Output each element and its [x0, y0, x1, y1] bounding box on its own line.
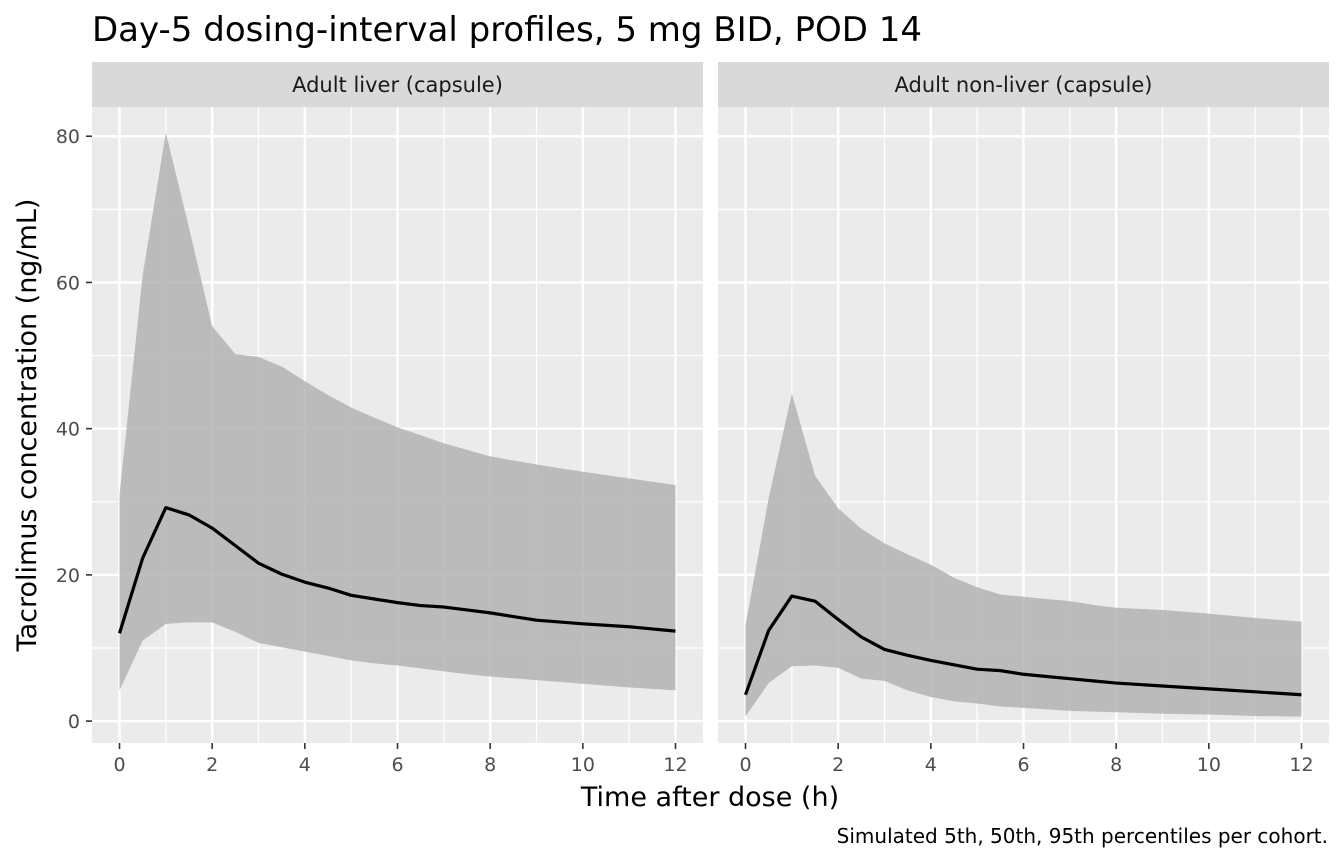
x-tick-label: 2 [832, 754, 844, 776]
strip-label: Adult non-liver (capsule) [895, 73, 1153, 97]
median-line [743, 594, 1302, 697]
x-tick-label: 0 [739, 754, 751, 776]
y-tick-label: 40 [56, 419, 80, 441]
y-tick-label: 0 [68, 711, 80, 733]
x-axis-left: 0 2 4 6 8 10 12 [113, 743, 688, 776]
percentile-ribbon [745, 393, 1302, 717]
x-tick-label: 6 [1017, 754, 1029, 776]
x-tick-label: 10 [571, 754, 595, 776]
x-axis-right: 0 2 4 6 8 10 12 [739, 743, 1314, 776]
x-axis-title: Time after dose (h) [580, 782, 839, 813]
median-line [117, 506, 676, 634]
y-tick-label: 20 [56, 565, 80, 587]
chart-title: Day-5 dosing-interval profiles, 5 mg BID… [92, 10, 922, 50]
x-tick-label: 2 [206, 754, 218, 776]
strip-background [92, 62, 703, 107]
x-tick-label: 10 [1197, 754, 1221, 776]
y-tick-label: 60 [56, 272, 80, 294]
x-tick-label: 12 [663, 754, 687, 776]
facet-adult-non-liver: Adult non-liver (capsule) [718, 62, 1329, 743]
x-tick-label: 8 [484, 754, 496, 776]
strip-background [718, 62, 1329, 107]
x-tick-label: 4 [925, 754, 937, 776]
x-tick-label: 8 [1110, 754, 1122, 776]
percentile-ribbon [119, 132, 676, 691]
x-tick-label: 12 [1289, 754, 1313, 776]
y-axis: 0 20 40 60 80 [56, 126, 92, 733]
caption: Simulated 5th, 50th, 95th percentiles pe… [837, 824, 1328, 848]
x-tick-label: 0 [113, 754, 125, 776]
y-axis-title: Tacrolimus concentration (ng/mL) [12, 199, 43, 653]
strip-label: Adult liver (capsule) [292, 73, 503, 97]
x-tick-label: 4 [299, 754, 311, 776]
y-tick-label: 80 [56, 126, 80, 148]
facet-adult-liver: Adult liver (capsule) [92, 62, 703, 743]
x-tick-label: 6 [391, 754, 403, 776]
